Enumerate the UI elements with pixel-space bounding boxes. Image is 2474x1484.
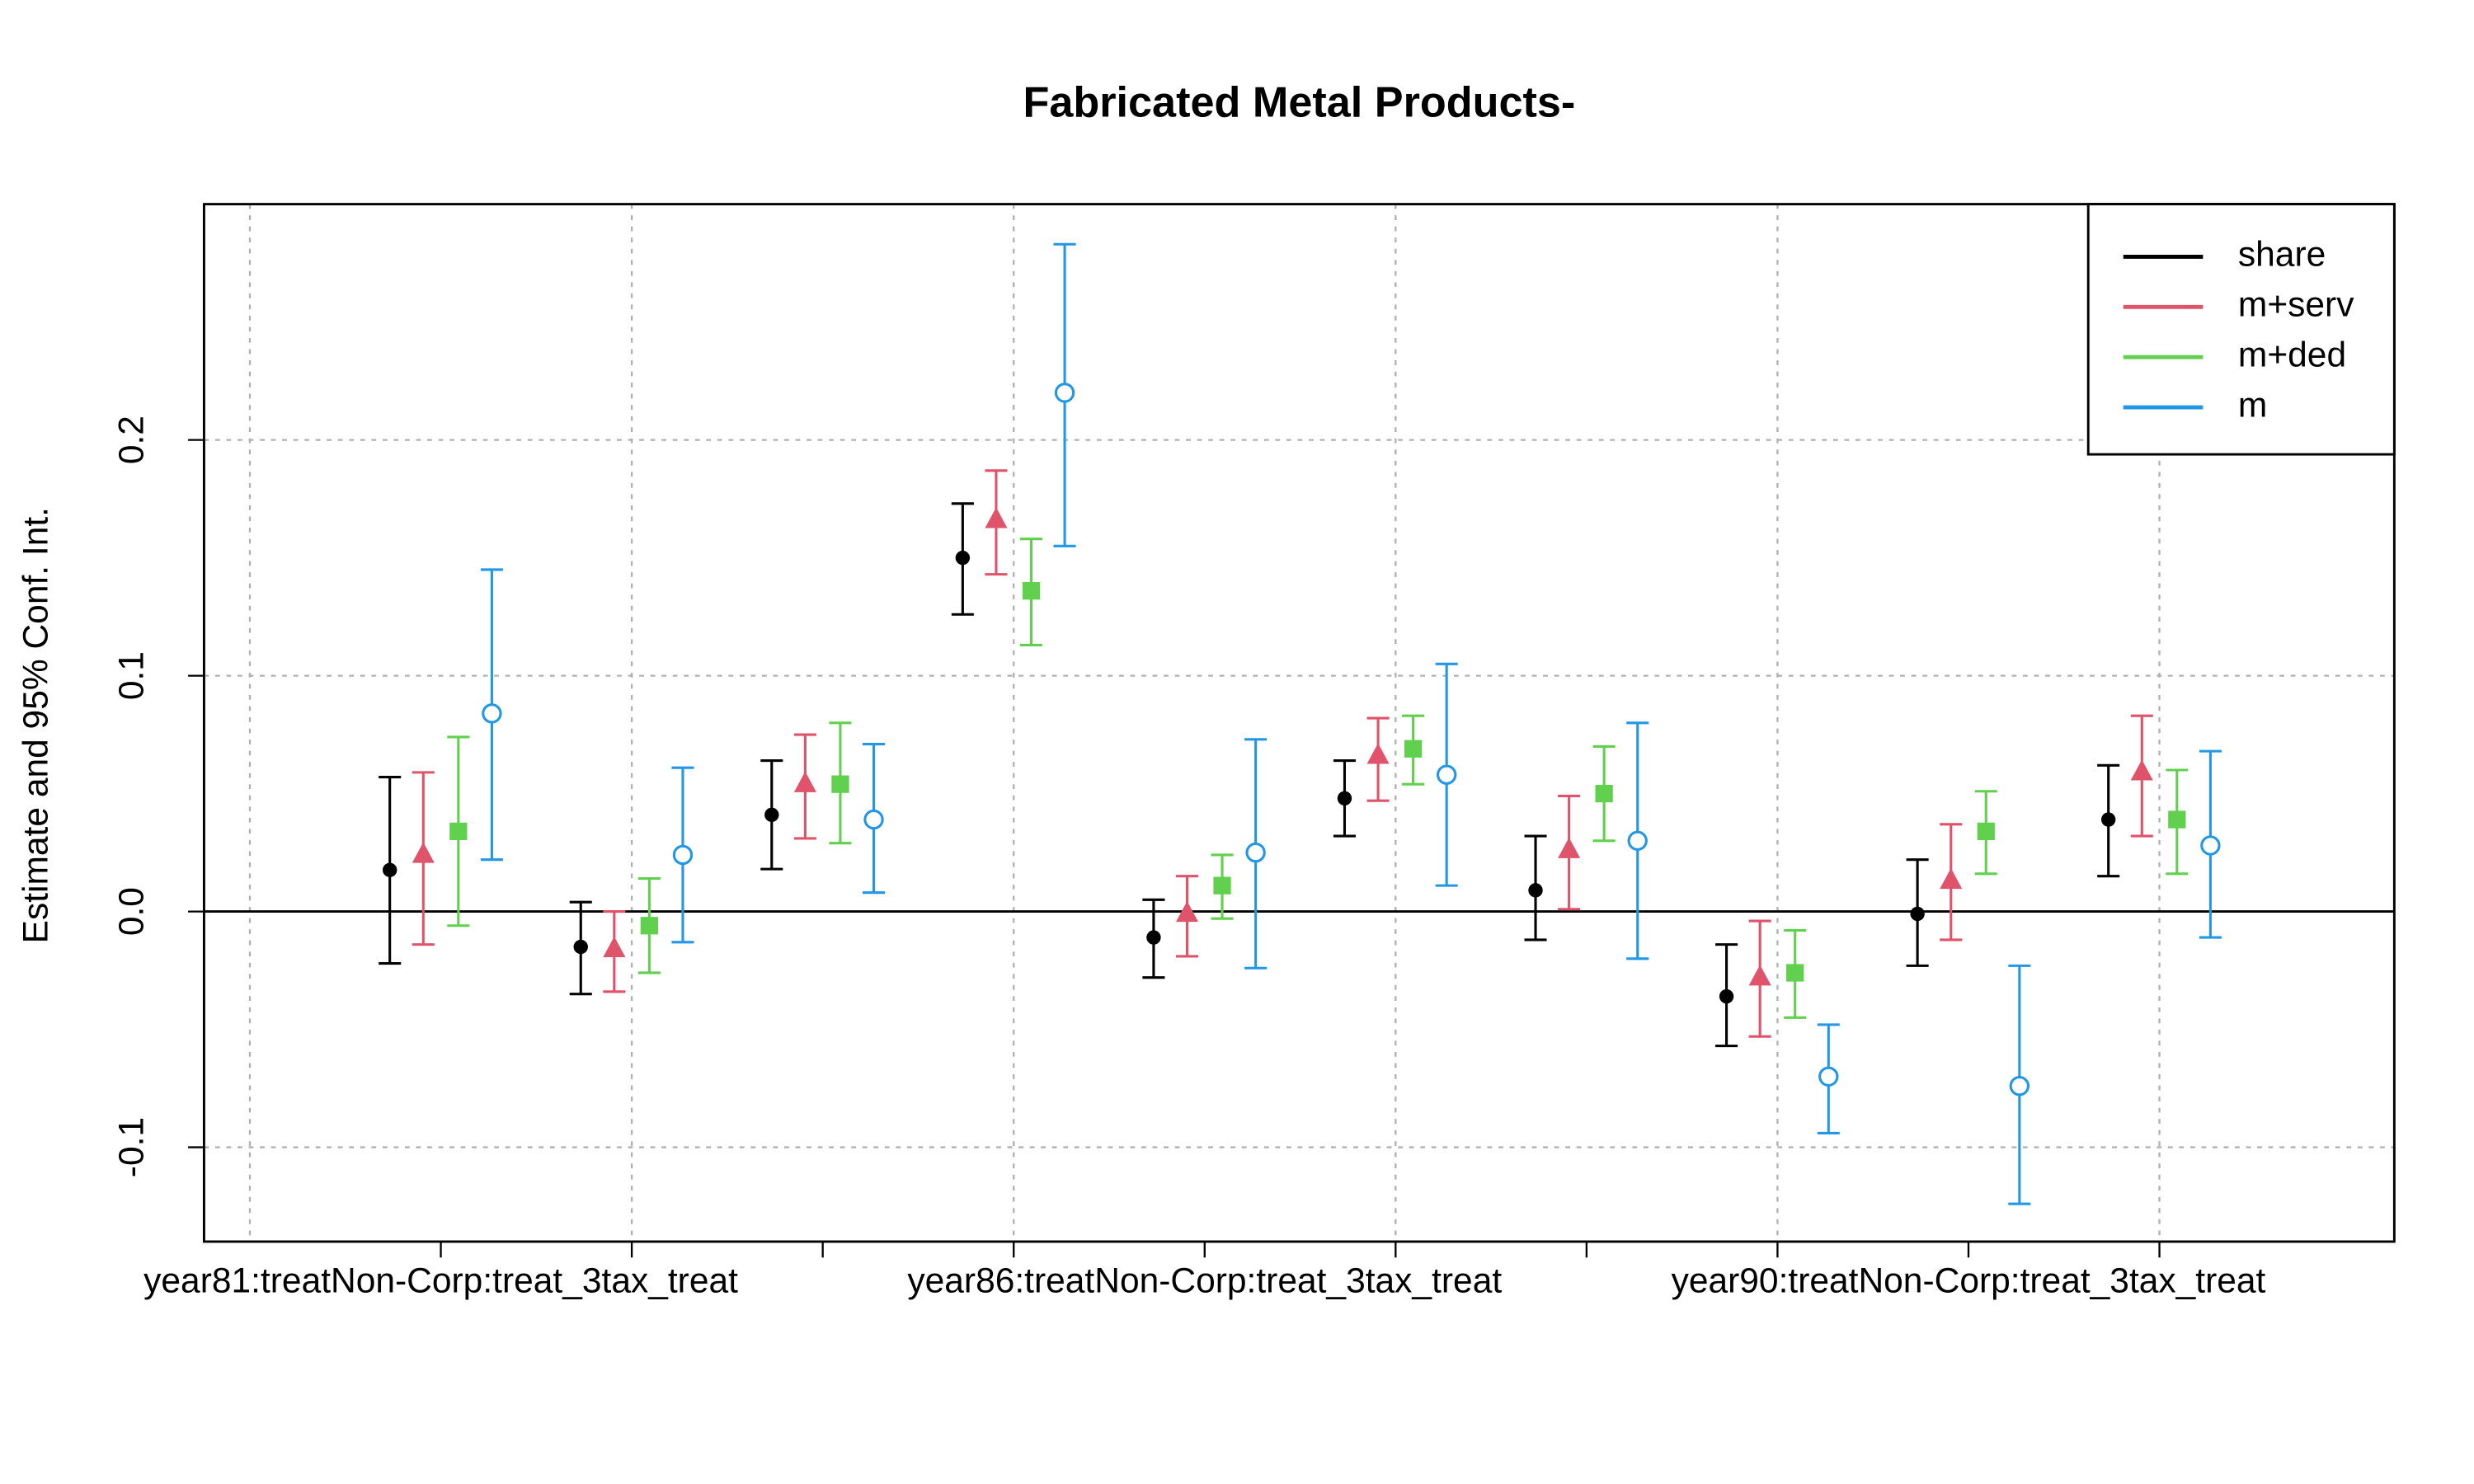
point [1022, 582, 1041, 600]
point [2200, 835, 2221, 856]
point [1595, 784, 1613, 803]
point [1175, 900, 1199, 923]
point [764, 807, 779, 823]
point [831, 775, 849, 793]
point [1436, 764, 1457, 785]
y-tick-label: 0.2 [113, 416, 152, 464]
point [412, 842, 435, 863]
point [640, 917, 658, 935]
point [1146, 930, 1161, 945]
point [1818, 1066, 1839, 1087]
y-axis-label: Estimate and 95% Conf. Int. [17, 507, 56, 943]
legend-label: m+serv [2238, 286, 2354, 325]
point [1558, 837, 1581, 858]
point [482, 703, 502, 724]
x-tick-label: year90:treatNon-Corp:treat_3tax_treat [1672, 1261, 2266, 1300]
point [2100, 812, 2116, 827]
point [1910, 906, 1925, 922]
point [1528, 883, 1543, 898]
y-tick-label: 0.1 [113, 651, 152, 700]
point [1054, 383, 1075, 403]
point [603, 936, 626, 958]
point [1940, 867, 1963, 890]
point [955, 550, 971, 566]
point [1719, 989, 1734, 1004]
legend-box [2086, 203, 2396, 456]
point [382, 862, 397, 877]
legend-label: m+ded [2238, 336, 2346, 374]
point [449, 822, 468, 840]
legend-label: share [2238, 236, 2326, 275]
x-tick-label: year81:treatNon-Corp:treat_3tax_treat [143, 1261, 738, 1300]
point [2168, 810, 2186, 829]
y-tick-label: 0.0 [113, 887, 152, 936]
point [1245, 842, 1266, 863]
point [863, 809, 884, 830]
y-tick-label: -0.1 [113, 1117, 152, 1177]
point [1213, 876, 1231, 895]
chart-title: Fabricated Metal Products- [1023, 79, 1575, 127]
point [1627, 830, 1648, 851]
legend-label: m [2238, 386, 2267, 425]
point [1977, 822, 1995, 840]
point [985, 507, 1008, 528]
point [1748, 965, 1771, 986]
point [1366, 743, 1390, 764]
point [1404, 740, 1423, 758]
point [573, 939, 588, 955]
point [2130, 759, 2153, 781]
point [1786, 964, 1804, 982]
plot-frame [202, 203, 2396, 1243]
point [793, 771, 816, 792]
x-tick-label: year86:treatNon-Corp:treat_3tax_treat [907, 1261, 1502, 1300]
point [1337, 791, 1352, 806]
point [2009, 1076, 2030, 1097]
point [672, 844, 694, 866]
